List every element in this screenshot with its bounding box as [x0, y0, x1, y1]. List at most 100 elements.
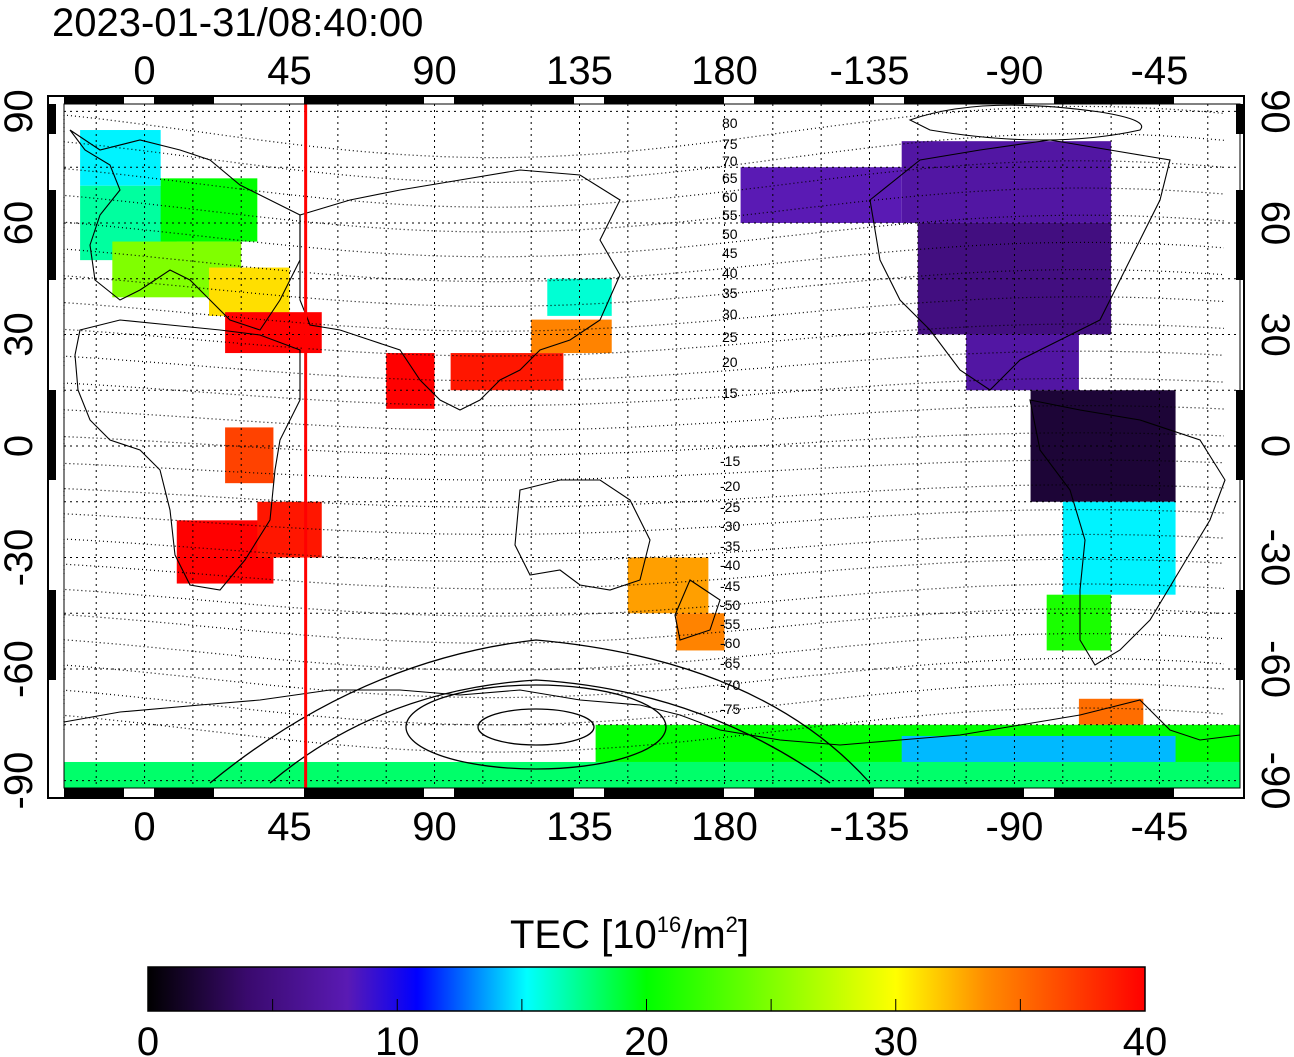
- mlat-label: -30: [720, 518, 740, 534]
- mlat-dotted-curve: [63, 682, 1225, 726]
- mlat-label: -40: [720, 557, 740, 573]
- frame-ticks-sides: [48, 104, 1244, 680]
- tec-data-region: [450, 353, 564, 391]
- lon-tick-label: -90: [986, 49, 1044, 93]
- lat-tick-label: 60: [1253, 201, 1294, 246]
- map-timestamp: 2023-01-31/08:40:00: [52, 1, 423, 45]
- graticule: [63, 104, 1240, 788]
- mlat-dotted-curve: [63, 187, 1225, 233]
- mlat-label: -65: [720, 655, 740, 671]
- longitude-labels-bottom: 0 45 90 135 180 -135 -90 -45: [133, 805, 1188, 849]
- mlat-label: -55: [720, 616, 740, 632]
- lat-tick-label: -60: [1253, 640, 1294, 698]
- lat-tick-label: -90: [0, 752, 41, 810]
- mlat-dotted-curve: [63, 608, 1225, 644]
- mlat-label: -45: [720, 578, 740, 594]
- tec-data-region: [966, 334, 1079, 391]
- lat-tick-label: -30: [0, 529, 41, 587]
- colorbar-title: TEC [1016/m2]: [510, 912, 749, 957]
- mlat-label: -35: [720, 538, 740, 554]
- mlat-label: 65: [722, 170, 738, 186]
- colorbar-tick-label: 20: [624, 1020, 669, 1057]
- frame-ticks-bottom: [64, 788, 1174, 798]
- tec-data-region: [80, 130, 161, 186]
- lat-tick-label: -30: [1253, 529, 1294, 587]
- mlat-dotted-curve: [63, 432, 1225, 456]
- tec-data-field: [64, 130, 1240, 788]
- lon-tick-label: -135: [829, 805, 909, 849]
- mlat-dotted-curve: [63, 404, 1225, 431]
- lat-tick-label: 0: [0, 435, 41, 457]
- tec-data-region: [64, 761, 1240, 788]
- mlat-dotted-curve: [63, 132, 1225, 183]
- mlat-label: -75: [720, 701, 740, 717]
- lon-tick-label: 45: [267, 49, 312, 93]
- mlat-dotted-curve: [63, 296, 1225, 332]
- mlat-dotted-curve: [63, 558, 1225, 590]
- lat-tick-label: 30: [1253, 312, 1294, 357]
- tec-data-region: [676, 613, 725, 651]
- mlat-label: 25: [722, 329, 738, 345]
- lat-tick-label: -60: [0, 640, 41, 698]
- mlat-label: 45: [722, 245, 738, 261]
- frame-ticks-top: [64, 96, 1174, 104]
- mlat-label: 50: [722, 226, 738, 242]
- mlat-label: -25: [720, 499, 740, 515]
- tec-data-region: [901, 141, 1112, 223]
- lon-tick-label: 135: [546, 49, 613, 93]
- mlat-label: 30: [722, 306, 738, 322]
- tec-data-region: [1062, 501, 1176, 595]
- lon-tick-label: -135: [829, 49, 909, 93]
- lat-tick-label: 0: [1253, 435, 1294, 457]
- mlat-label: 70: [722, 153, 738, 169]
- tec-data-region: [386, 353, 435, 409]
- lon-tick-label: 90: [412, 49, 457, 93]
- mlat-label: -60: [720, 635, 740, 651]
- mlat-label: -20: [720, 478, 740, 494]
- lat-tick-label: 90: [0, 89, 41, 134]
- lon-tick-label: 0: [133, 805, 155, 849]
- lon-tick-label: -90: [986, 805, 1044, 849]
- lon-tick-label: -45: [1131, 49, 1189, 93]
- lat-tick-label: 90: [1253, 89, 1294, 134]
- lat-tick-label: 30: [0, 312, 41, 357]
- lon-tick-label: 90: [412, 805, 457, 849]
- colorbar-tick-label: 40: [1123, 1020, 1168, 1057]
- tec-data-region: [901, 735, 1176, 762]
- colorbar-tick-label: 10: [375, 1020, 420, 1057]
- mlat-label: 35: [722, 285, 738, 301]
- lon-tick-label: 135: [546, 805, 613, 849]
- lon-tick-label: 180: [691, 805, 758, 849]
- mlat-label: -70: [720, 677, 740, 693]
- lon-tick-label: 45: [267, 805, 312, 849]
- mlat-label: 55: [722, 207, 738, 223]
- tec-data-region: [627, 557, 709, 614]
- mlat-label: 60: [722, 189, 738, 205]
- lat-tick-label: -90: [1253, 752, 1294, 810]
- latitude-labels-right: 90 60 30 0 -30 -60 -90: [1253, 89, 1294, 809]
- tec-data-region: [225, 427, 274, 484]
- lon-tick-label: -45: [1131, 805, 1189, 849]
- mlat-dotted-curve: [63, 707, 1225, 753]
- tec-data-region: [1046, 594, 1112, 651]
- colorbar-tick-labels: 0 10 20 30 40: [137, 1020, 1167, 1057]
- lon-tick-label: 0: [133, 49, 155, 93]
- mlat-dotted-curve: [63, 508, 1225, 535]
- mlat-dotted-curve: [63, 241, 1225, 283]
- mlat-label: 75: [722, 136, 738, 152]
- mlat-label: 80: [722, 115, 738, 131]
- longitude-labels-top: 0 45 90 135 180 -135 -90 -45: [133, 49, 1188, 93]
- mlat-dotted-curve: [63, 214, 1225, 258]
- mlat-label: 40: [722, 265, 738, 281]
- colorbar-tick-label: 0: [137, 1020, 159, 1057]
- latitude-labels-left: 90 60 30 0 -30 -60 -90: [0, 89, 41, 809]
- colorbar-tick-label: 30: [874, 1020, 919, 1057]
- mlat-dotted-curve: [63, 350, 1225, 382]
- magnetic-latitude-contours: [209, 639, 871, 784]
- tec-data-region: [531, 319, 612, 354]
- coastlines: [63, 104, 1241, 746]
- mlat-label: -15: [720, 453, 740, 469]
- mlat-dotted-curve: [63, 484, 1225, 508]
